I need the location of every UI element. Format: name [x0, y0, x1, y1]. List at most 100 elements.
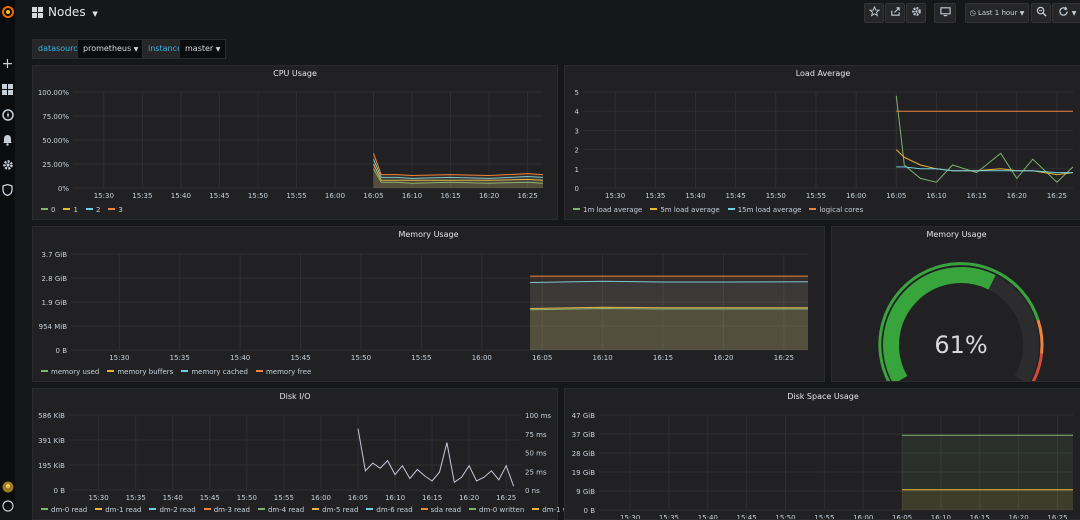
x-tick-label: 15:45 — [290, 354, 310, 362]
x-tick-label: 16:05 — [892, 514, 912, 519]
legend-item[interactable]: logical cores — [809, 206, 863, 214]
legend-item[interactable]: 3 — [108, 206, 123, 214]
share-button[interactable] — [885, 3, 905, 23]
legend-item[interactable]: 2 — [85, 206, 100, 214]
x-tick-label: 16:15 — [653, 354, 673, 362]
y-tick-label: 1 — [575, 166, 579, 174]
legend-item[interactable]: dm-2 read — [149, 506, 196, 514]
legend-label: dm-6 read — [376, 506, 413, 514]
y-tick-label: 391 KiB — [38, 437, 65, 445]
legend-item[interactable]: 1m load average — [573, 206, 642, 214]
y-tick-label: 195 KiB — [38, 462, 65, 470]
legend-swatch — [532, 508, 540, 510]
avatar[interactable] — [0, 481, 15, 497]
datasource-select[interactable]: prometheus ▼ — [77, 39, 145, 59]
legend-item[interactable]: dm-1 read — [95, 506, 141, 514]
legend-swatch — [107, 370, 115, 372]
x-tick-label: 16:20 — [1009, 514, 1029, 519]
panel-title[interactable]: Load Average — [795, 69, 851, 78]
legend-item[interactable]: 5m load average — [650, 206, 720, 214]
legend: 1m load average 5m load average 15m load a… — [573, 206, 871, 214]
x-tick-label: 16:00 — [325, 192, 345, 200]
x-tick-label: 15:35 — [659, 514, 679, 519]
plus-icon[interactable]: + — [1, 56, 14, 72]
star-button[interactable] — [864, 3, 884, 23]
y-tick-label-right: 25 ms — [525, 468, 547, 476]
legend-item[interactable]: dm-3 read — [203, 506, 250, 514]
legend-item[interactable]: 0 — [41, 206, 55, 214]
clock-icon: ◷ — [969, 9, 976, 17]
legend-swatch — [41, 508, 48, 510]
legend-item[interactable]: dm-6 read — [366, 506, 413, 514]
legend-swatch — [63, 208, 71, 210]
legend-swatch — [85, 208, 93, 210]
instance-select[interactable]: master ▼ — [179, 39, 227, 59]
panel-title[interactable]: Memory Usage — [398, 230, 459, 239]
shield-icon[interactable] — [0, 183, 15, 200]
panel-memory-gauge[interactable]: Memory Usage 61% — [831, 226, 1080, 382]
x-tick-label: 15:45 — [209, 192, 229, 200]
x-tick-label: 15:35 — [170, 354, 190, 362]
panel-title[interactable]: CPU Usage — [273, 69, 317, 78]
legend-item[interactable]: memory cached — [181, 368, 248, 376]
panel-memory-usage[interactable]: Memory Usage 3.7 GiB 2.8 GiB 1.9 GiB 954 Mi… — [32, 226, 825, 382]
legend-item[interactable]: memory buffers — [107, 368, 173, 376]
x-tick-label: 16:15 — [967, 192, 987, 200]
y-tick-label: 3.7 GiB — [41, 251, 67, 259]
magnifier-minus-icon — [1036, 6, 1047, 17]
x-tick-label: 16:25 — [774, 354, 794, 362]
y-tick-label: 2.8 GiB — [41, 275, 67, 283]
legend-item[interactable]: dm-5 read — [312, 506, 358, 514]
bell-icon[interactable] — [0, 134, 15, 150]
page-title: Nodes — [48, 5, 86, 19]
y-tick-label: 47 GiB — [572, 412, 596, 420]
y-tick-label: 25.00% — [42, 161, 69, 169]
help-icon[interactable] — [0, 500, 15, 516]
time-range-label: Last 1 hour — [977, 9, 1018, 17]
series-area — [373, 159, 543, 188]
legend-item[interactable]: sda read — [420, 506, 461, 514]
grafana-logo-icon[interactable] — [0, 5, 15, 23]
gear-icon[interactable] — [0, 159, 15, 175]
x-tick-label: 15:50 — [237, 494, 257, 502]
x-tick-label: 15:40 — [230, 354, 250, 362]
panel-cpu-usage[interactable]: CPU Usage 100.00% 75.00% 50.00% 25.00% 0% 15:… — [32, 65, 558, 220]
panel-title[interactable]: Disk Space Usage — [787, 392, 859, 401]
panel-title[interactable]: Memory Usage — [926, 230, 987, 239]
legend-item[interactable]: dm-0 read — [41, 506, 87, 514]
legend-item[interactable]: dm-4 read — [257, 506, 304, 514]
legend-item[interactable]: 15m load average — [727, 206, 801, 214]
legend-swatch — [727, 208, 735, 210]
settings-button[interactable] — [906, 3, 926, 23]
top-navbar: Nodes ▼ ◷ Last 1 hour ▼ ▼ — [15, 0, 1080, 30]
legend-item[interactable]: memory used — [41, 368, 99, 376]
x-tick-label: 15:35 — [126, 494, 146, 502]
x-tick-label: 16:25 — [1047, 192, 1067, 200]
dashboards-icon[interactable] — [0, 84, 15, 99]
legend-item[interactable]: dm-0 written — [469, 506, 524, 514]
dashboard-title-picker[interactable]: Nodes ▼ — [32, 5, 98, 21]
time-range-picker[interactable]: ◷ Last 1 hour ▼ — [965, 3, 1029, 23]
x-tick-label: 16:00 — [472, 354, 492, 362]
x-tick-label: 15:30 — [94, 192, 114, 200]
refresh-button[interactable]: ▼ — [1052, 3, 1080, 23]
gauge-value-arc — [883, 267, 996, 381]
zoom-out-button[interactable] — [1031, 3, 1051, 23]
memory-usage-chart: 3.7 GiB 2.8 GiB 1.9 GiB 954 MiB 0 B 15:30 15:3… — [39, 251, 809, 362]
x-tick-label: 16:05 — [363, 192, 383, 200]
legend-label: 1m load average — [583, 206, 643, 214]
instance-select-value: master — [185, 44, 214, 53]
y-tick-label: 0 B — [56, 347, 68, 355]
explore-icon[interactable] — [0, 109, 15, 125]
panel-disk-io[interactable]: Disk I/O 586 KiB 391 KiB 195 KiB 0 B 100 ms 7… — [32, 388, 588, 520]
x-tick-label: 15:30 — [620, 514, 640, 519]
panel-disk-space[interactable]: Disk Space Usage 47 GiB 37 GiB 28 GiB 19 Gi… — [564, 388, 1080, 520]
tv-mode-button[interactable] — [934, 3, 956, 23]
panel-load-average[interactable]: Load Average 5 4 3 2 1 0 15:30 15:35 15:40 15:45 1… — [564, 65, 1080, 220]
disk-io-chart: 586 KiB 391 KiB 195 KiB 0 B 100 ms 75 ms 50 ms… — [38, 412, 551, 502]
legend-item[interactable]: 1 — [63, 206, 78, 214]
series-area — [373, 164, 543, 188]
panel-title[interactable]: Disk I/O — [279, 392, 311, 401]
legend-item[interactable]: memory free — [255, 368, 311, 376]
datasource-select-value: prometheus — [83, 44, 132, 53]
